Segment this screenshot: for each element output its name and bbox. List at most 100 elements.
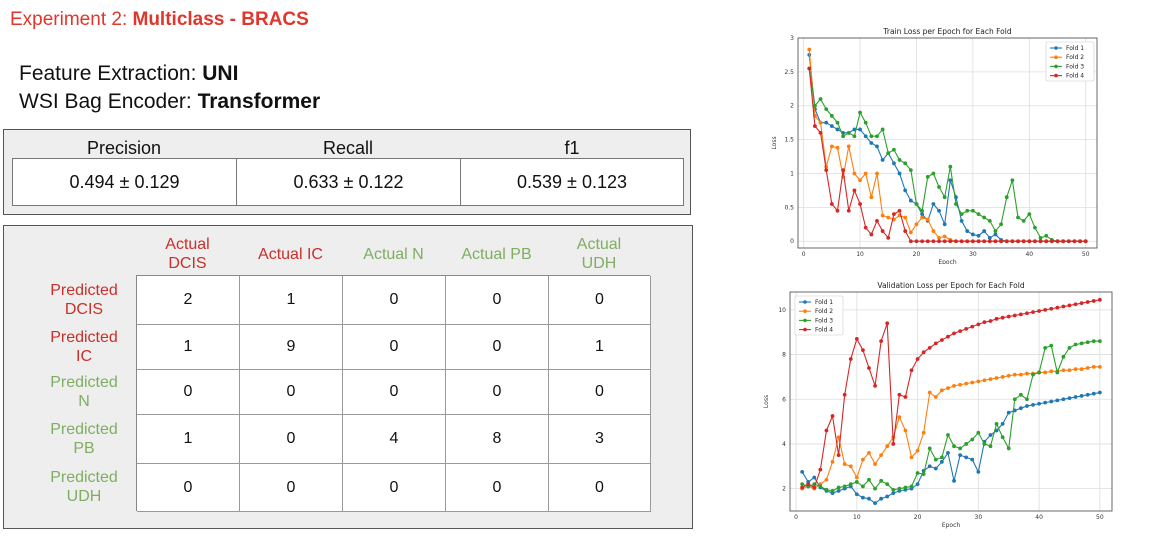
data-point [915, 357, 920, 361]
data-point [1049, 343, 1054, 348]
data-point [848, 482, 853, 487]
data-point [1049, 369, 1054, 374]
y-tick-label: 8 [782, 352, 786, 359]
data-point [807, 47, 812, 52]
data-point [931, 171, 936, 176]
column-header-line2: UDH [581, 255, 617, 272]
data-point [1043, 400, 1048, 405]
data-point [873, 501, 877, 506]
data-point [939, 388, 944, 393]
data-point [842, 462, 847, 466]
data-point [891, 487, 896, 492]
data-point [835, 208, 840, 213]
legend-label: Fold 3 [815, 317, 833, 324]
data-point [1073, 302, 1078, 307]
data-point [1016, 215, 1020, 220]
data-point [1091, 339, 1096, 344]
column-header-line1: Actual [165, 236, 210, 253]
legend-swatch-marker [1054, 55, 1058, 59]
data-point [863, 171, 868, 176]
legend-swatch-marker [803, 318, 807, 323]
data-point [903, 229, 908, 233]
data-point [1033, 239, 1037, 244]
plot-frame [797, 37, 1098, 249]
data-point [879, 478, 884, 483]
feature-extraction-line: Feature Extraction: UNI [19, 62, 238, 86]
data-point [1085, 392, 1090, 397]
data-point [1038, 235, 1043, 240]
data-point [1044, 239, 1049, 244]
data-point [800, 469, 805, 474]
plot-frame [789, 291, 1113, 512]
confusion-matrix: Actual DCIS Actual IC Actual N Actual PB Actu… [3, 225, 693, 529]
row-header-line2: IC [76, 347, 92, 365]
data-point [908, 168, 913, 172]
column-header-0: Actual DCIS [136, 235, 239, 273]
data-point [829, 202, 834, 206]
data-point [1085, 366, 1090, 370]
data-point [909, 368, 914, 373]
data-point [897, 171, 902, 176]
data-point [813, 124, 817, 128]
x-axis-label: Epoch [942, 522, 961, 529]
data-point [970, 457, 975, 462]
data-point [858, 178, 862, 183]
data-point [1061, 397, 1066, 402]
data-point [958, 453, 963, 458]
data-point [897, 158, 902, 162]
wsi-encoder-line: WSI Bag Encoder: Transformer [19, 90, 320, 114]
legend-label: Fold 3 [1066, 63, 1084, 70]
data-point [903, 485, 908, 490]
data-point [892, 147, 896, 152]
data-point [854, 480, 859, 484]
data-point [867, 477, 871, 482]
data-point [931, 202, 936, 206]
matrix-cell: 0 [343, 325, 446, 370]
y-tick-label: 6 [782, 396, 786, 403]
data-point [1079, 301, 1084, 306]
data-point [1018, 406, 1023, 411]
data-point [982, 215, 987, 220]
data-point [824, 120, 829, 125]
matrix-cell: 8 [446, 415, 549, 464]
data-point [982, 229, 987, 233]
data-point [824, 428, 829, 433]
data-point [937, 235, 941, 240]
data-point [1021, 219, 1026, 223]
data-point [835, 145, 840, 150]
data-point [921, 472, 926, 477]
data-point [1049, 399, 1054, 404]
column-header-3: Actual PB [445, 245, 548, 264]
data-point [892, 161, 896, 166]
data-point [927, 446, 932, 451]
data-point [1037, 401, 1041, 406]
data-point [891, 442, 896, 446]
legend-label: Fold 1 [1066, 45, 1084, 52]
data-point [1079, 394, 1084, 398]
matrix-cell: 0 [137, 370, 240, 415]
data-point [908, 239, 913, 244]
data-point [937, 185, 941, 189]
wsi-encoder-value: Transformer [197, 90, 321, 113]
data-point [800, 485, 805, 490]
y-tick-label: 2.5 [784, 69, 794, 76]
data-point [994, 421, 999, 426]
legend-swatch-marker [803, 309, 807, 313]
data-point [994, 428, 999, 433]
experiment-name: Multiclass - BRACS [132, 9, 309, 30]
data-point [858, 202, 862, 206]
y-tick-label: 2 [782, 486, 786, 493]
data-point [1025, 371, 1029, 376]
data-point [933, 466, 938, 471]
data-point [1000, 375, 1005, 379]
data-point [1055, 239, 1060, 244]
data-point [854, 475, 859, 480]
x-axis-label: Epoch [938, 259, 957, 264]
data-point [880, 213, 885, 218]
data-point [925, 174, 930, 179]
x-tick-label: 20 [914, 514, 922, 521]
data-point [835, 120, 840, 125]
data-point [829, 114, 834, 118]
data-point [830, 488, 835, 493]
data-point [854, 492, 859, 497]
